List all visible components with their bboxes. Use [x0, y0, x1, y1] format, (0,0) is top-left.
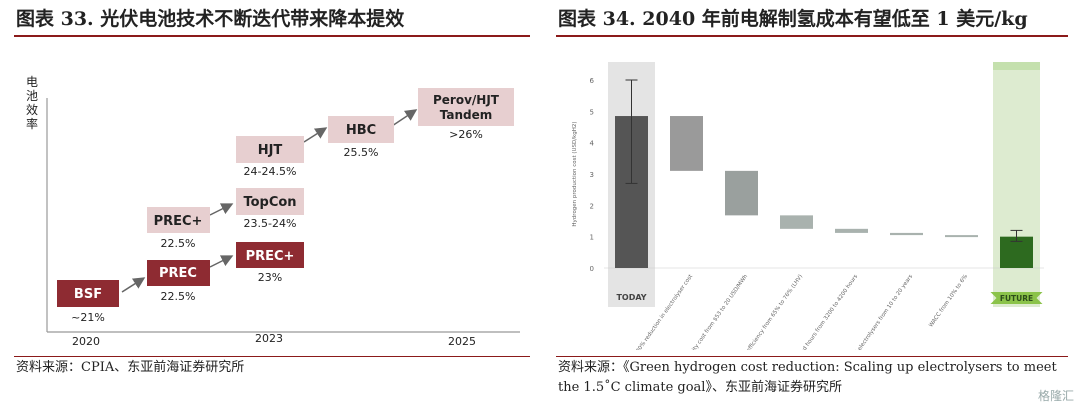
waterfall-bar — [945, 235, 978, 238]
right-figure-title: 图表 34. 2040 年前电解制氢成本有望低至 1 美元/kg — [558, 8, 1028, 30]
waterfall-bar — [890, 232, 923, 236]
node-prec-plus-dark-value: 23% — [258, 271, 282, 284]
left-y-label-4: 率 — [26, 116, 38, 131]
node-topcon-value: 23.5-24% — [244, 217, 297, 230]
node-hjt-box — [236, 136, 304, 163]
y-tick-label: 2 — [590, 202, 594, 210]
future-top-band — [993, 62, 1040, 70]
node-hjt-label: HJT — [258, 143, 283, 158]
left-y-label-2: 池 — [26, 89, 38, 103]
node-prec-label: PREC — [159, 266, 197, 281]
node-bsf-value: ~21% — [71, 311, 105, 324]
left-x-tick-2023: 2023 — [255, 332, 283, 345]
today-label: TODAY — [616, 293, 646, 302]
node-topcon-box — [236, 188, 304, 215]
node-tandem-value: >26% — [449, 128, 483, 141]
left-y-label-1: 电 — [26, 75, 38, 89]
left-source: 资料来源：CPIA、东亚前海证券研究所 — [16, 360, 245, 375]
y-tick-label: 0 — [590, 265, 594, 273]
node-prec-value: 22.5% — [161, 290, 196, 303]
node-prec-plus-dark-label: PREC+ — [246, 249, 295, 264]
waterfall-bar — [670, 116, 703, 171]
node-prec-plus-light-label: PREC+ — [154, 214, 203, 229]
category-label: Full load hours from 3200 to 4200 hours — [791, 274, 859, 350]
y-axis-label: Hydrogen production cost (USD/kgH2) — [572, 121, 578, 226]
y-tick-label: 5 — [590, 108, 594, 116]
arrow-hbc-tandem — [391, 109, 418, 127]
node-tandem-box — [418, 88, 514, 126]
category-label: Electricity cost from $53 to 20 USD/MWh — [680, 273, 750, 350]
node-bsf-box — [57, 280, 119, 307]
y-tick-label: 3 — [590, 171, 594, 179]
arrow-bsf-prec — [121, 277, 146, 293]
right-source-rule — [556, 356, 1068, 357]
node-tandem-label-line2: Tandem — [440, 108, 493, 122]
waterfall-bar — [780, 215, 813, 229]
arrow-prec-precplus2 — [209, 255, 234, 268]
node-prec-plus-dark-box — [236, 242, 304, 268]
left-x-tick-2025: 2025 — [448, 335, 476, 348]
right-title-rule — [556, 35, 1068, 37]
waterfall-bar — [725, 170, 758, 216]
future-background — [993, 62, 1040, 307]
watermark: 格隆汇 — [1037, 389, 1074, 403]
node-topcon-label: TopCon — [243, 195, 296, 210]
node-prec-box — [147, 260, 210, 286]
arrow-hjt-hbc — [303, 127, 328, 143]
left-title-rule — [14, 35, 530, 37]
node-hbc-value: 25.5% — [344, 146, 379, 159]
waterfall-bar — [835, 228, 868, 233]
y-tick-label: 4 — [590, 140, 595, 148]
future-label-arrow — [990, 292, 1043, 304]
node-hjt-value: 24-24.5% — [244, 165, 297, 178]
node-bsf-label: BSF — [74, 287, 102, 302]
arrow-precplus1-topcon — [209, 203, 234, 216]
hydrogen-cost-waterfall-chart: 0 1 2 3 4 5 6 Hydrogen production cost (USD/kgH… — [572, 62, 1044, 350]
future-label: FUTURE — [1000, 294, 1033, 303]
left-y-label-3: 效 — [26, 102, 38, 117]
node-prec-plus-light-value: 22.5% — [161, 237, 196, 250]
pv-tech-roadmap-chart: 电 池 效 率 2020 2023 2025 BSF ~21% PREC 22.… — [26, 75, 520, 348]
right-source-line2: the 1.5˚C climate goal》、东亚前海证券研究所 — [558, 380, 842, 395]
node-tandem-label-line1: Perov/HJT — [433, 93, 500, 107]
waterfall-bar — [1000, 236, 1033, 268]
y-tick-label: 6 — [590, 77, 595, 85]
node-prec-plus-light-box — [147, 207, 210, 233]
category-label: WACC from 10% to 6% — [928, 274, 969, 329]
y-tick-label: 1 — [590, 234, 594, 242]
node-hbc-box — [328, 116, 394, 143]
right-source-line1: 资料来源：《Green hydrogen cost reduction: Sca… — [558, 360, 1057, 375]
left-figure-title: 图表 33. 光伏电池技术不断迭代带来降本提效 — [16, 8, 405, 30]
left-source-rule — [14, 356, 530, 357]
node-hbc-label: HBC — [346, 123, 376, 138]
left-x-tick-2020: 2020 — [72, 335, 100, 348]
